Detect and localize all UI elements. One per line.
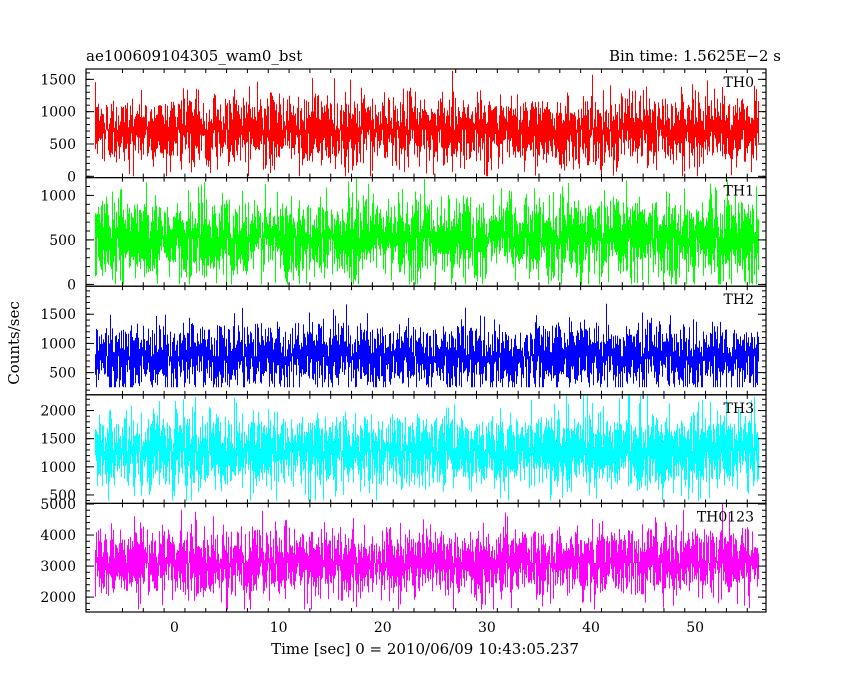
panel-th0: 0 500 1000 1500 TH0 bbox=[40, 68, 767, 185]
x-tick-label: 20 bbox=[374, 620, 392, 636]
bin-time-label: Bin time: 1.5625E−2 s bbox=[609, 47, 781, 65]
y-tick-label: 1500 bbox=[40, 307, 76, 323]
y-tick-label: 3000 bbox=[40, 559, 76, 575]
y-tick-label: 1500 bbox=[40, 432, 76, 448]
panel-th3: 500 1000 1500 2000 TH3 bbox=[40, 394, 767, 504]
y-tick-label: 4000 bbox=[40, 528, 76, 544]
y-tick-label: 500 bbox=[49, 233, 76, 249]
y-tick-label: 5000 bbox=[40, 497, 76, 513]
panel-label: TH0123 bbox=[697, 509, 754, 525]
y-tick-label: 1000 bbox=[40, 336, 76, 352]
x-tick-label: 30 bbox=[478, 620, 496, 636]
series-th0123 bbox=[95, 503, 759, 610]
panel-th0123: 2000 3000 4000 5000 TH0123 bbox=[40, 497, 767, 613]
x-tick-label: 10 bbox=[270, 620, 288, 636]
y-tick-label: 1000 bbox=[40, 188, 76, 204]
panel-label: TH2 bbox=[724, 292, 754, 308]
series-th2 bbox=[95, 303, 759, 388]
panel-label: TH1 bbox=[724, 184, 754, 200]
panel-frame bbox=[85, 502, 767, 613]
y-tick-label: 500 bbox=[49, 488, 76, 504]
y-tick-label: 500 bbox=[49, 366, 76, 382]
x-axis-label: Time [sec] 0 = 2010/06/09 10:43:05.237 bbox=[271, 640, 579, 658]
y-tick-label: 0 bbox=[67, 277, 76, 293]
y-axis-label: Counts/sec bbox=[5, 301, 23, 385]
series-th3 bbox=[95, 394, 759, 501]
x-tick-label: 50 bbox=[686, 620, 704, 636]
chart-title: ae100609104305_wam0_bst bbox=[86, 47, 302, 65]
series-th0 bbox=[95, 70, 759, 177]
x-tick-label: 40 bbox=[582, 620, 600, 636]
y-tick-label: 1000 bbox=[40, 460, 76, 476]
y-tick-label: 2000 bbox=[40, 404, 76, 420]
y-tick-label: 1000 bbox=[40, 105, 76, 121]
y-tick-label: 1500 bbox=[40, 72, 76, 88]
panel-th1: 0 500 1000 TH1 bbox=[40, 177, 767, 293]
y-tick-label: 2000 bbox=[40, 590, 76, 606]
series-th1 bbox=[95, 177, 759, 285]
panel-th2: 500 1000 1500 TH2 bbox=[40, 285, 767, 396]
x-tick-label: 0 bbox=[170, 620, 179, 636]
panel-label: TH3 bbox=[724, 401, 754, 417]
y-tick-label: 500 bbox=[49, 137, 76, 153]
y-tick-label: 0 bbox=[67, 169, 76, 185]
panel-label: TH0 bbox=[724, 75, 754, 91]
